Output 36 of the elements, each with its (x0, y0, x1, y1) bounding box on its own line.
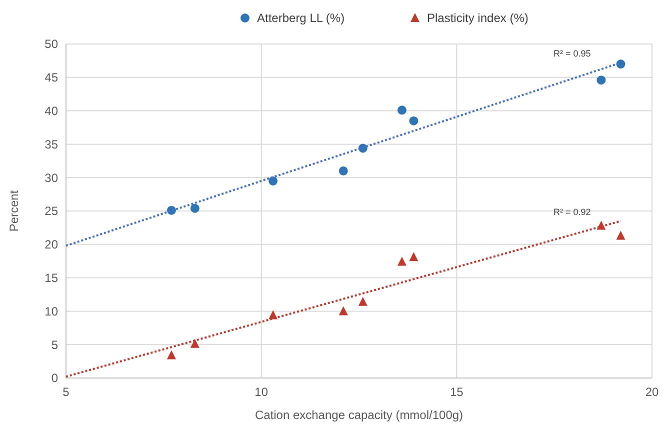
point (190, 338, 200, 348)
annotation: R² = 0.92 (553, 207, 591, 218)
y-tick-label: 50 (44, 37, 58, 52)
x-tick-label: 15 (450, 385, 464, 399)
point (616, 230, 626, 240)
x-tick-label: 20 (645, 385, 659, 399)
y-tick-label: 30 (44, 170, 58, 185)
point (190, 204, 200, 213)
x-axis-title: Cation exchange capacity (mmol/100g) (254, 408, 464, 422)
point (409, 116, 418, 126)
y-tick-label: 20 (44, 238, 58, 252)
point (409, 252, 418, 262)
legend-label: Plasticity index (%) (427, 11, 528, 26)
y-tick-label: 40 (44, 104, 58, 118)
y-tick-label: 25 (44, 204, 58, 218)
y-tick-label: 5 (51, 338, 58, 352)
point (397, 106, 406, 115)
point (397, 256, 406, 266)
y-axis-title: Percent (7, 190, 21, 232)
point (166, 350, 176, 360)
line-series (65, 220, 622, 378)
x-tick-label: 5 (62, 385, 70, 399)
point (616, 60, 626, 69)
y-tick-label: 35 (44, 137, 58, 152)
point (338, 166, 348, 176)
y-tick-label: 45 (44, 70, 58, 85)
legend-label: Atterberg LL (%) (257, 11, 345, 26)
y-tick-label: 15 (44, 271, 58, 285)
y-tick-label: 0 (51, 371, 58, 386)
point (338, 306, 348, 316)
x-tick-label: 10 (254, 385, 268, 399)
point (268, 176, 278, 186)
annotation: R² = 0.95 (553, 48, 591, 59)
y-tick-label: 10 (44, 304, 58, 318)
point (596, 76, 606, 85)
point (358, 296, 368, 306)
